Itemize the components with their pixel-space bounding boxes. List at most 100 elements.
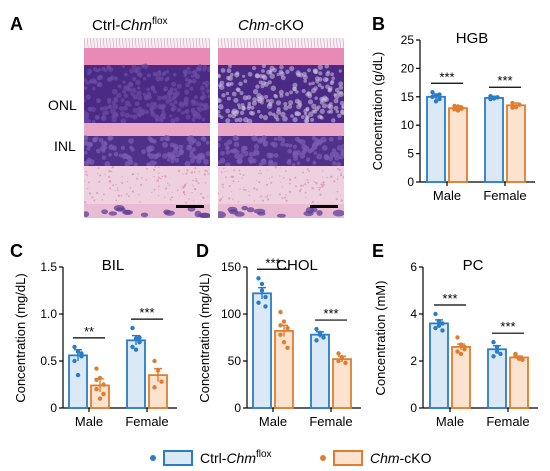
nucleus: [242, 105, 246, 110]
fiber-speck: [266, 196, 268, 198]
nucleus: [218, 104, 224, 110]
nucleus: [261, 80, 267, 86]
nucleus: [154, 114, 160, 120]
fiber-speck: [109, 180, 112, 183]
y-tick-label: 10: [401, 118, 415, 132]
nucleus: [225, 118, 231, 124]
ganglion-nucleus: [84, 211, 90, 218]
fiber-speck: [158, 189, 160, 191]
fiber-speck: [281, 197, 284, 200]
nucleus: [296, 104, 302, 110]
data-point: [281, 340, 287, 345]
fiber-speck: [306, 179, 308, 181]
nucleus: [228, 64, 232, 69]
significance-label: ***: [497, 73, 512, 88]
nucleus: [94, 114, 100, 120]
data-point: [430, 94, 435, 100]
fiber-speck: [191, 191, 193, 194]
nucleus: [231, 110, 236, 115]
nucleus: [301, 144, 307, 150]
nucleus: [190, 74, 195, 78]
fiber-speck: [332, 202, 334, 204]
nucleus: [155, 118, 160, 123]
scale-bar-right: [310, 205, 338, 208]
nucleus: [84, 150, 88, 155]
data-point: [79, 351, 84, 356]
nucleus: [178, 101, 184, 107]
outer-segment-layer: [84, 38, 210, 48]
nucleus: [313, 70, 318, 74]
nucleus: [193, 95, 198, 100]
nucleus: [161, 95, 166, 100]
nucleus: [183, 110, 187, 114]
nucleus: [152, 153, 159, 160]
nucleus: [189, 158, 195, 164]
fiber-speck: [87, 187, 89, 190]
nucleus: [314, 96, 318, 100]
nucleus: [182, 69, 189, 75]
panel-label-d: D: [196, 241, 209, 261]
nucleus: [188, 139, 195, 146]
fiber-speck: [242, 188, 245, 191]
nucleus: [93, 80, 98, 85]
data-point: [459, 106, 464, 111]
opl-layer: [218, 123, 344, 136]
nucleus: [292, 117, 298, 123]
segment-stripe: [166, 38, 169, 49]
fiber-speck: [191, 184, 193, 186]
nucleus: [84, 116, 88, 122]
fiber-speck: [279, 193, 281, 196]
nucleus: [171, 105, 177, 111]
y-tick-label: 100: [221, 307, 241, 321]
nucleus: [273, 93, 278, 98]
data-point: [259, 281, 265, 287]
fiber-speck: [285, 199, 288, 202]
nucleus: [292, 87, 297, 92]
nucleus: [116, 92, 122, 98]
fiber-speck: [306, 179, 309, 181]
significance-label: ***: [323, 306, 338, 321]
nucleus: [220, 115, 224, 119]
fiber-speck: [121, 182, 124, 184]
nucleus: [148, 148, 153, 152]
nucleus: [142, 92, 146, 96]
fiber-speck: [311, 200, 315, 204]
nucleus: [313, 86, 318, 91]
fiber-speck: [126, 193, 128, 195]
segment-stripe: [307, 38, 309, 49]
fiber-speck: [242, 174, 245, 177]
data-point: [130, 325, 135, 331]
nucleus: [264, 94, 269, 99]
fiber-speck: [337, 176, 339, 178]
fiber-speck: [241, 177, 243, 179]
ganglion-nucleus: [101, 209, 108, 215]
segment-stripe: [323, 38, 325, 49]
data-point: [263, 294, 268, 300]
nucleus: [157, 95, 163, 101]
fiber-speck: [98, 180, 101, 183]
fiber-speck: [265, 183, 268, 186]
bar: [448, 107, 468, 183]
nucleus: [324, 63, 330, 69]
fiber-speck: [192, 179, 194, 182]
fiber-speck: [182, 191, 186, 194]
nucleus: [303, 108, 308, 114]
fiber-speck: [288, 190, 291, 193]
data-point: [263, 304, 268, 309]
fiber-speck: [279, 175, 281, 177]
nucleus: [276, 107, 281, 112]
y-tick-label: 1.5: [40, 260, 57, 274]
nucleus: [301, 89, 306, 93]
x-tick-label: Female: [309, 414, 352, 429]
nucleus: [184, 89, 190, 95]
fiber-speck: [230, 175, 233, 178]
fiber-speck: [126, 181, 129, 183]
nucleus: [101, 66, 106, 72]
legend-swatch-ctrl: [163, 450, 193, 466]
segment-stripe: [256, 38, 258, 49]
nucleus: [191, 109, 195, 114]
panel-label-b: B: [372, 14, 385, 34]
nucleus: [86, 146, 91, 151]
segment-stripe: [288, 38, 290, 49]
data-point: [455, 349, 460, 354]
